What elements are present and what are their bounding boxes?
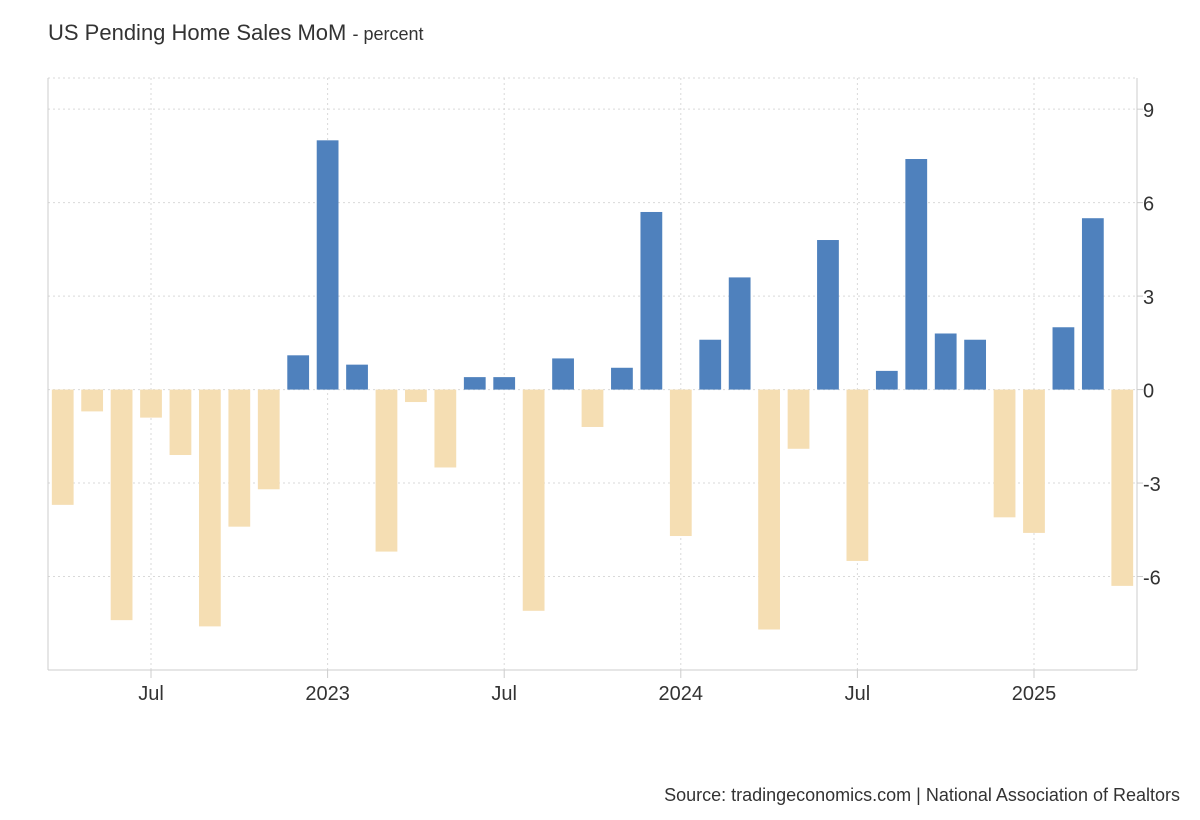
bar-2022-04 [51, 389, 74, 505]
chart-subtitle: - percent [352, 24, 424, 44]
bar-2024-07 [846, 389, 869, 561]
bar-2024-08 [875, 370, 898, 390]
y-tick-label: 0 [1143, 381, 1154, 403]
bar-2022-05 [81, 389, 104, 412]
bar-2023-10 [581, 389, 604, 427]
source-credit: Source: tradingeconomics.com | National … [664, 785, 1180, 805]
bar-2023-09 [552, 358, 574, 390]
bar-2022-07 [140, 389, 162, 418]
bar-2023-07 [493, 377, 516, 390]
x-tick-label: Jul [138, 683, 164, 705]
bar-2025-02 [1052, 327, 1075, 390]
bar-2024-09 [905, 159, 928, 390]
bar-2022-06 [110, 389, 133, 621]
bar-2023-06 [463, 377, 486, 390]
y-tick-label: -6 [1143, 568, 1161, 590]
chart-area: 9 6 3 0 -3 -6 Jul 2023 Jul 2024 Jul 2025 [47, 77, 1161, 705]
bar-2022-09 [198, 389, 221, 627]
x-tick-label: 2024 [659, 683, 704, 705]
bar-2025-01 [1023, 389, 1045, 533]
x-tick-label: Jul [491, 683, 517, 705]
bar-2024-05 [787, 389, 810, 449]
bar-2023-11 [611, 367, 633, 390]
x-tick-label: Jul [845, 683, 871, 705]
bar-2023-02 [346, 364, 368, 390]
y-tick-label: 9 [1143, 100, 1154, 122]
chart-title-block: US Pending Home Sales MoM - percent [48, 20, 424, 46]
x-tick-label: 2023 [305, 683, 350, 705]
bar-2022-10 [228, 389, 251, 527]
bar-2024-02 [699, 339, 722, 390]
bar-2023-12 [640, 211, 663, 390]
bar-2023-03 [375, 389, 398, 552]
bar-2024-04 [758, 389, 780, 630]
bar-2023-05 [434, 389, 457, 468]
bar-2024-10 [934, 333, 957, 390]
bar-2024-03 [728, 277, 751, 390]
bar-2023-04 [405, 389, 427, 403]
bar-2024-06 [817, 240, 839, 390]
bar-2022-08 [169, 389, 192, 456]
bar-2024-12 [993, 389, 1016, 518]
x-tick-label: 2025 [1012, 683, 1057, 705]
bar-2024-11 [964, 339, 987, 390]
bar-2023-01 [316, 140, 339, 390]
bar-2024-01 [669, 389, 692, 537]
bar-2023-08 [522, 389, 545, 611]
bar-2025-04 [1111, 389, 1134, 586]
y-tick-label: 3 [1143, 287, 1154, 309]
bar-2022-11 [257, 389, 280, 490]
chart-title: US Pending Home Sales MoM [48, 20, 347, 45]
y-tick-label: 6 [1143, 194, 1154, 216]
bar-2025-03 [1081, 218, 1104, 390]
y-tick-label: -3 [1143, 474, 1161, 496]
bar-2022-12 [287, 355, 310, 390]
